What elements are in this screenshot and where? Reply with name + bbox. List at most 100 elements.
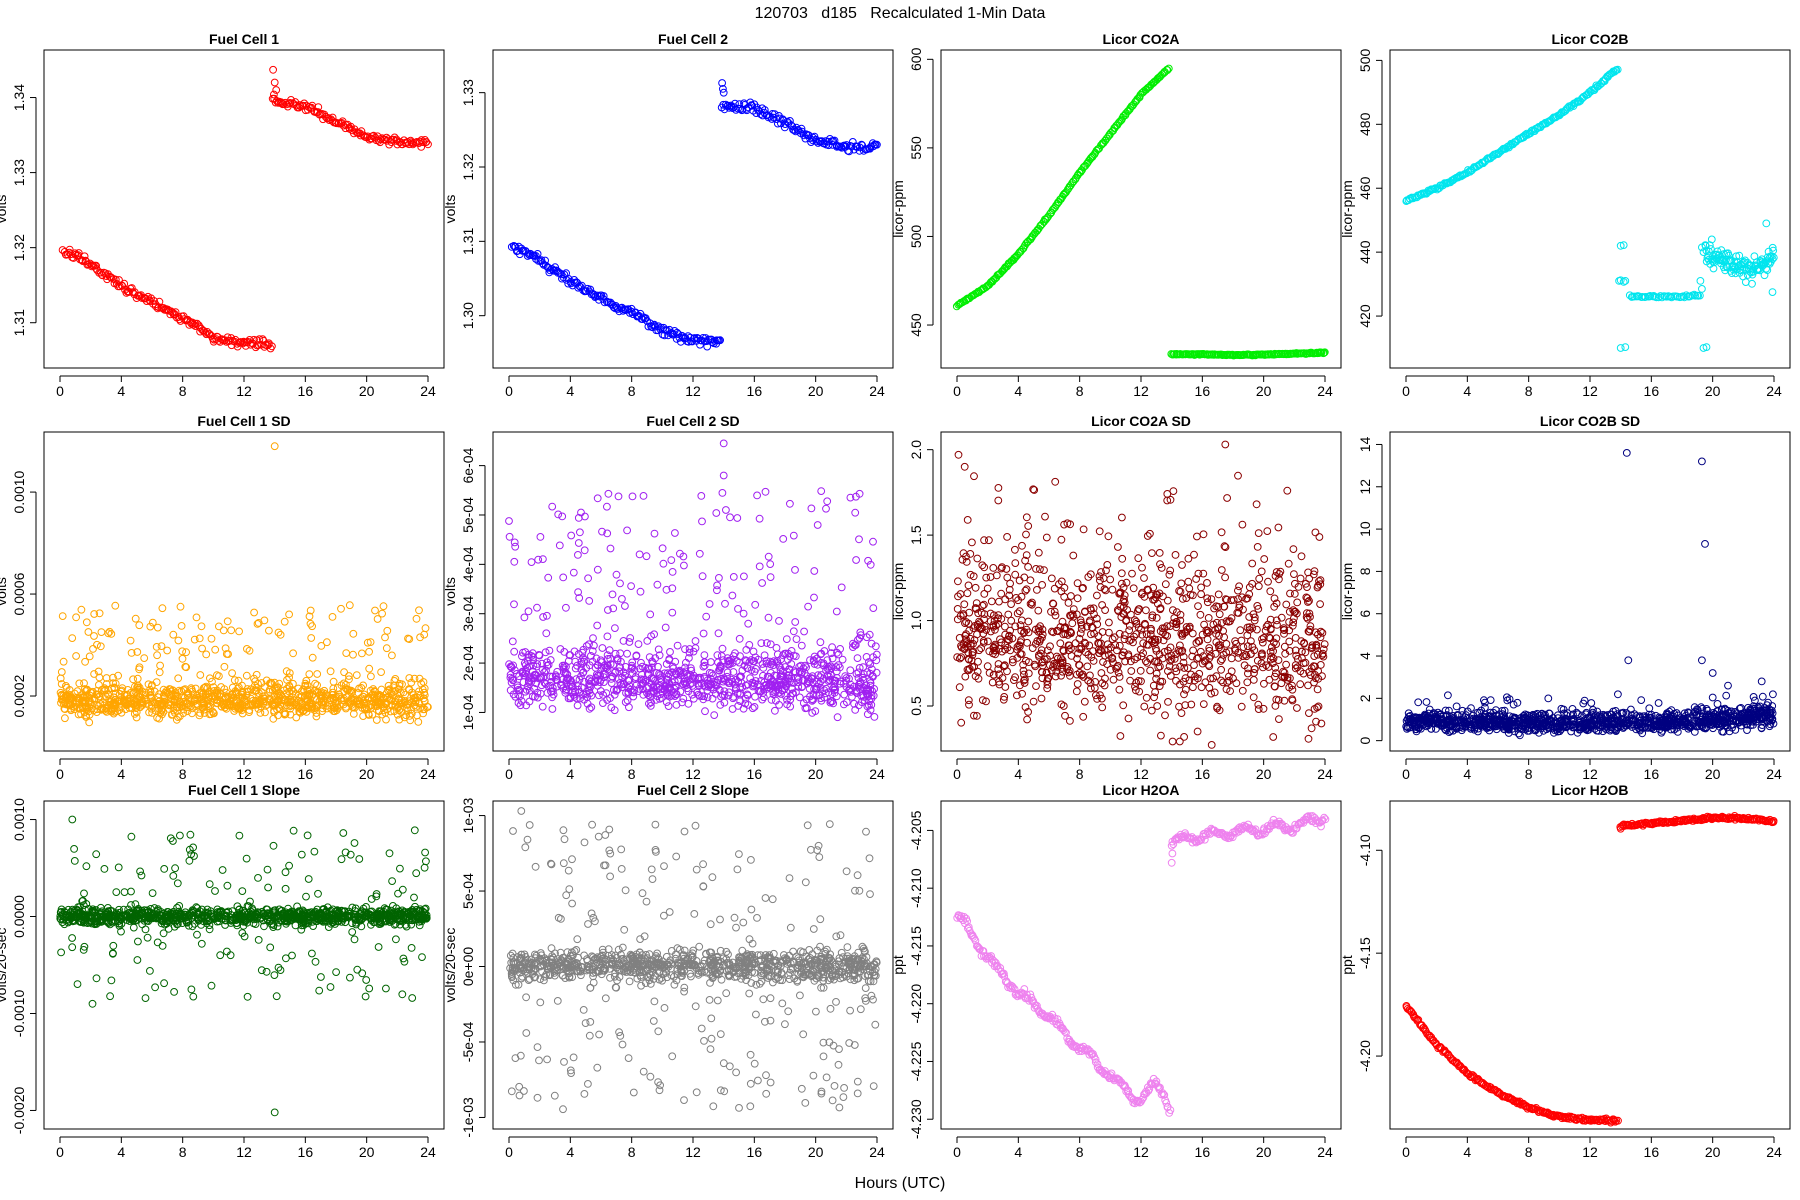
fc1sd-data-point [306, 606, 315, 615]
fc2sd-data-point [618, 683, 627, 691]
fc2-data-point [770, 110, 779, 118]
fc2sd-ylabel: volts [442, 577, 458, 606]
fc1-x-tick-label: 0 [56, 383, 64, 399]
co2asd-data-point [1006, 579, 1014, 588]
co2asd-data-point [1016, 621, 1025, 629]
co2asd-data-point [968, 663, 977, 671]
fc1sd-data-point [347, 696, 356, 705]
co2asd-data-point [1172, 667, 1181, 676]
fc2sd-data-point [655, 651, 664, 660]
fc2sd-data-point [581, 512, 589, 521]
fc1-y-tick-label: 1.32 [11, 234, 27, 261]
fc1sd-data-point [152, 643, 161, 651]
co2asd-data-point [1190, 550, 1198, 559]
fc2sd-data-point [541, 648, 550, 657]
fc2sd-data-point [626, 634, 635, 642]
fc2sd-data-point [689, 647, 698, 656]
co2asd-data-point [1136, 666, 1145, 675]
co2asd-data-point [982, 573, 991, 582]
co2asd-data-point [1275, 715, 1283, 723]
fc1-data-point [118, 282, 127, 290]
co2b-y-tick-label: 500 [1357, 48, 1373, 72]
fc2sd-data-point [645, 670, 653, 679]
co2asd-data-point [1163, 596, 1172, 605]
co2asd-data-point [1026, 600, 1035, 608]
fc2sd-data-point [648, 686, 657, 695]
fc2sd-data-point [733, 514, 742, 522]
co2asd-data-point [1231, 637, 1239, 645]
co2asd-data-point [1185, 676, 1194, 684]
fc1sd-data-point [201, 683, 209, 692]
co2asd-data-point [1064, 641, 1073, 650]
co2asd-data-point [1093, 591, 1101, 600]
co2b-data-point [1690, 290, 1699, 299]
co2asd-data-point [1051, 611, 1060, 620]
fc1sd-data-point [65, 686, 74, 694]
co2asd-data-point [959, 640, 968, 649]
co2asd-data-point [1001, 622, 1009, 631]
fc1sd-data-point [415, 699, 424, 708]
fc2sd-data-point [616, 678, 625, 687]
fc2sd-data-point [723, 668, 732, 677]
fc1sd-data-point [61, 714, 69, 723]
co2asd-data-point [1005, 636, 1013, 644]
fc1sd-data-point [299, 685, 308, 694]
co2asd-data-point [1197, 683, 1206, 692]
fc2sd-data-point [817, 671, 826, 679]
fc2sd-data-point [739, 704, 748, 713]
fc2sd-data-point [614, 492, 623, 501]
fc1sd-data-point [100, 705, 108, 714]
fc1sd-data-point [337, 681, 346, 690]
fc2sd-data-point [656, 671, 665, 679]
co2asd-data-point [1147, 706, 1156, 715]
fc2sd-data-point [519, 648, 527, 657]
fc1sd-data-point [160, 697, 169, 706]
co2asd-data-point [1302, 593, 1311, 602]
co2asd-data-point [1054, 654, 1062, 663]
fc1sd-data-point [384, 692, 393, 701]
fc1sd-data-point [132, 704, 141, 712]
fc2sd-data-point [766, 669, 775, 677]
co2asd-data-point [1165, 570, 1174, 579]
fc1-x-tick-label: 24 [420, 383, 436, 399]
co2asd-data-point [1046, 642, 1054, 651]
fc1sd-data-point [377, 685, 386, 694]
co2asd-data-point [1320, 640, 1329, 648]
fc2sd-data-point [729, 573, 738, 581]
fc2sd-data-point [570, 647, 579, 656]
fc2-data-point [664, 331, 672, 340]
fc1sd-data-point [243, 645, 251, 653]
co2asd-data-point [1203, 635, 1212, 644]
co2asd-data-point [972, 599, 981, 607]
fc1sd-x-tick-label: 16 [298, 766, 314, 782]
fc2sd-data-point [585, 682, 594, 690]
fc2sd-data-point [806, 656, 814, 664]
fc1sd-data-point [405, 635, 414, 643]
co2asd-data-point [1057, 700, 1066, 709]
fc1sd-data-point [203, 697, 212, 705]
fc2sd-data-point [630, 665, 639, 674]
co2asd-data-point [1039, 657, 1047, 666]
fc1sd-data-point [280, 617, 289, 626]
fc1sd-data-point [227, 626, 236, 635]
fc2sd-data-point [607, 703, 616, 712]
co2asd-data-point [1272, 568, 1281, 576]
co2asd-data-point [980, 600, 988, 609]
co2asd-y-tick-label: 2.0 [908, 440, 924, 460]
fc1sd-data-point [245, 708, 254, 716]
fc2sd-data-point [611, 624, 619, 632]
co2asd-data-point [1157, 564, 1166, 572]
fc1-data-point [241, 342, 250, 350]
fc1sd-data-point [72, 613, 80, 622]
co2b-points [1402, 65, 1778, 352]
fc2sd-data-point [628, 661, 636, 670]
fc2sd-data-point [594, 676, 602, 685]
fc1sd-data-point [237, 706, 246, 715]
fc2-x-tick-label: 0 [505, 383, 513, 399]
co2asd-data-point [1226, 687, 1234, 695]
fc2sd-data-point [655, 682, 664, 690]
co2asd-data-point [1005, 591, 1014, 600]
co2asd-data-point [1291, 646, 1300, 655]
co2asd-data-point [1271, 572, 1280, 580]
